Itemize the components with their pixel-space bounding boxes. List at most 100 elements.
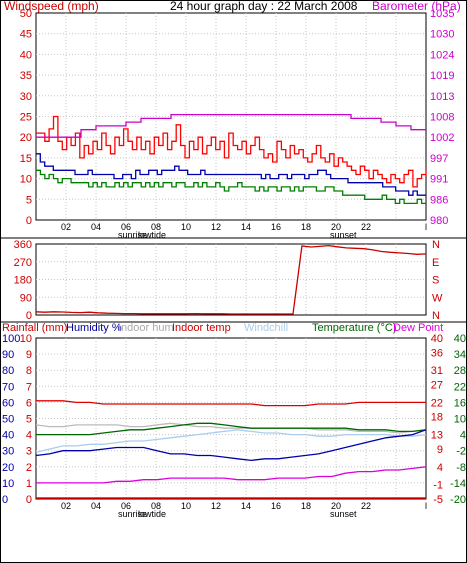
- y-tick-label: 8: [26, 365, 32, 377]
- sunrise-marker-3: sunrise: [118, 509, 147, 519]
- y-tick-label: 100: [2, 333, 20, 345]
- x-tick-label: 08: [151, 501, 161, 511]
- y-tick-label: 10: [20, 174, 32, 186]
- y-tick-label: 1: [26, 478, 32, 490]
- temp-hum-panel: Rainfall (mm) Humidity % Indoor hum Indo…: [2, 322, 466, 519]
- rainfall-ticks: 0 1 2 3 4 5 6 7 8 9 10: [20, 333, 32, 506]
- y-tick-label: W: [432, 292, 443, 304]
- temperature-tick-label: 18: [431, 412, 443, 424]
- series-itemp: [36, 400, 426, 407]
- y-tick-label: S: [432, 275, 439, 287]
- y-tick-label: 10: [2, 478, 14, 490]
- y-tick-label: 4: [26, 430, 32, 442]
- y-tick-label: 1030: [430, 29, 454, 41]
- barometer-axis-label: Barometer (hPa): [372, 0, 461, 13]
- wind-baro-series: [36, 113, 427, 205]
- x-tick-label: 20: [331, 501, 341, 511]
- y-tick-label: 40: [20, 49, 32, 61]
- x-tick-label: 12: [211, 222, 221, 232]
- y-tick-label: 986: [430, 194, 448, 206]
- y-tick-label: 1013: [430, 91, 454, 103]
- y-tick-label: 270: [14, 257, 32, 269]
- wind-baro-panel: Windspeed (mph) 24 hour graph day : 22 M…: [4, 0, 461, 240]
- y-tick-label: 1008: [430, 112, 454, 124]
- y-tick-label: 0: [26, 494, 32, 506]
- y-tick-label: 180: [14, 275, 32, 287]
- y-tick-label: 0: [26, 215, 32, 227]
- temp-hum-x-ticks: 02 04 06 08 10 12 14 16 18 20 22 l: [61, 501, 427, 511]
- y-tick-label: 40: [2, 430, 14, 442]
- y-tick-label: 16: [454, 397, 466, 409]
- y-tick-label: E: [432, 257, 439, 269]
- y-tick-label: 9: [26, 349, 32, 361]
- sunset-marker-1: sunset: [330, 230, 357, 240]
- y-tick-label: -20: [450, 494, 466, 506]
- y-tick-label: 5: [26, 414, 32, 426]
- sunrise-marker-1: sunrise: [118, 230, 147, 240]
- y-tick-label: 34: [454, 349, 466, 361]
- humidity-label: Humidity %: [66, 322, 122, 334]
- y-tick-label: 70: [2, 381, 14, 393]
- series-min: [36, 169, 426, 205]
- y-tick-label: -14: [450, 478, 466, 490]
- indoor-temp-label: Indoor temp: [172, 322, 231, 334]
- y-tick-label: 10: [454, 414, 466, 426]
- y-tick-label: 5: [26, 194, 32, 206]
- direction-degree-ticks: 0 90 180 270 360: [14, 239, 32, 322]
- indoor-hum-label: Indoor hum: [118, 322, 174, 334]
- y-tick-label: 0: [2, 494, 8, 506]
- y-tick-label: 60: [2, 397, 14, 409]
- windspeed-ticks: 0 5 10 15 20 25 30 35 40 45 50: [20, 8, 32, 227]
- y-tick-label: N: [432, 239, 440, 251]
- x-tick-label-end: l: [425, 222, 427, 232]
- series-ihum: [35, 422, 427, 434]
- temperature-label: Temperature (°C): [312, 322, 396, 334]
- y-tick-label: 360: [14, 239, 32, 251]
- series-baro: [36, 113, 426, 138]
- dewpoint-label: Dew Point: [393, 322, 443, 334]
- wind-baro-x-ticks: 02 04 06 08 10 12 14 16 18 20 22 l: [61, 222, 427, 232]
- temperature-tick-label: 40: [431, 333, 443, 345]
- x-tick-label: 14: [241, 501, 251, 511]
- temperature-tick-label: -1: [433, 480, 443, 492]
- temperature-tick-label: 4: [437, 462, 443, 474]
- y-tick-label: 50: [2, 414, 14, 426]
- y-tick-label: 50: [20, 8, 32, 20]
- y-tick-label: 30: [2, 446, 14, 458]
- series-avg: [36, 153, 426, 196]
- y-tick-label: 6: [26, 397, 32, 409]
- windchill-label: Windchill: [244, 322, 288, 334]
- direction-series: [35, 244, 427, 315]
- y-tick-label: 40: [454, 333, 466, 345]
- y-tick-label: -8: [456, 462, 466, 474]
- x-tick-label: 16: [271, 222, 281, 232]
- x-tick-label: 04: [91, 501, 101, 511]
- x-tick-label: 22: [361, 501, 371, 511]
- x-tick-label: 12: [211, 501, 221, 511]
- temperature-tick-label: 13: [431, 430, 443, 442]
- x-tick-label: 06: [121, 222, 131, 232]
- temperature-tick-label: 9: [437, 444, 443, 456]
- y-tick-label: 15: [20, 153, 32, 165]
- x-tick-label: 02: [61, 501, 71, 511]
- x-tick-label: 08: [151, 222, 161, 232]
- series-dew: [36, 466, 427, 484]
- y-tick-label: 2: [26, 462, 32, 474]
- y-tick-label: 3: [26, 446, 32, 458]
- y-tick-label: 30: [20, 91, 32, 103]
- y-tick-label: N: [432, 310, 440, 322]
- x-tick-label: 18: [301, 501, 311, 511]
- y-tick-label: 1035: [430, 8, 454, 20]
- series-temp: [36, 422, 427, 436]
- y-tick-label: 22: [454, 381, 466, 393]
- y-tick-label: 10: [20, 333, 32, 345]
- x-tick-label: 04: [91, 222, 101, 232]
- y-tick-label: 1019: [430, 70, 454, 82]
- dewpoint-ticks: -20 -14 -8 -2 4 10 16 22 28 34 40: [450, 333, 466, 506]
- sunset-marker-3: sunset: [330, 509, 357, 519]
- y-tick-label: 1002: [430, 132, 454, 144]
- series-hum: [35, 429, 427, 462]
